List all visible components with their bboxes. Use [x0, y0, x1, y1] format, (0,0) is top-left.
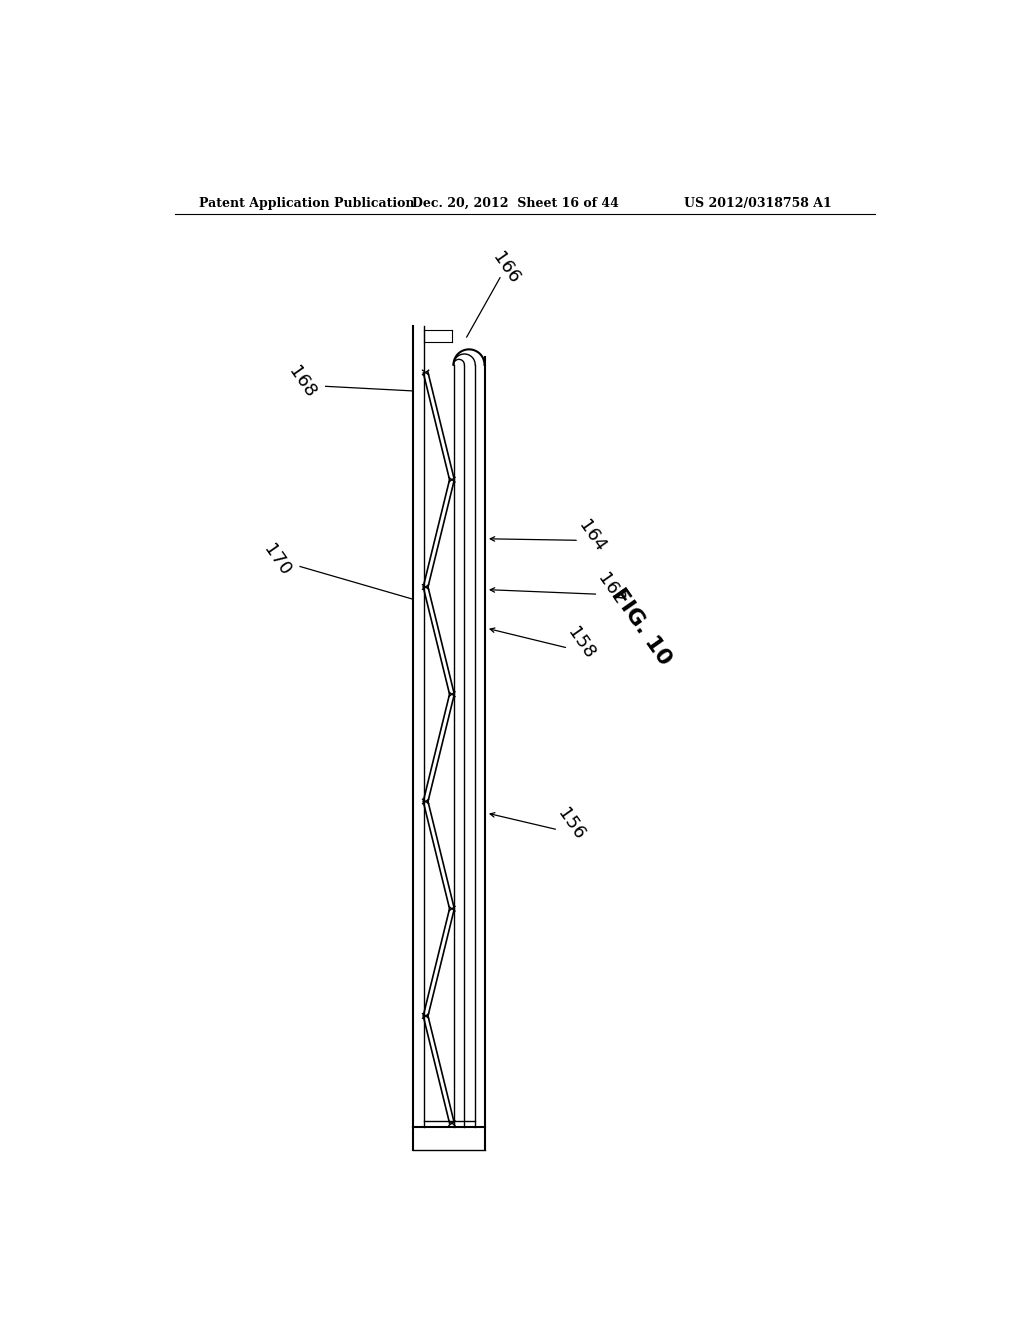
Text: Dec. 20, 2012  Sheet 16 of 44: Dec. 20, 2012 Sheet 16 of 44	[413, 197, 620, 210]
Text: FIG. 10: FIG. 10	[608, 585, 676, 669]
Text: Patent Application Publication: Patent Application Publication	[200, 197, 415, 210]
Text: 166: 166	[488, 249, 522, 288]
Text: 156: 156	[554, 805, 589, 843]
Text: 162: 162	[594, 570, 628, 609]
Text: 158: 158	[564, 624, 599, 663]
Text: 168: 168	[286, 363, 319, 401]
Text: 170: 170	[260, 541, 294, 579]
Text: US 2012/0318758 A1: US 2012/0318758 A1	[684, 197, 833, 210]
Text: 164: 164	[574, 516, 608, 554]
